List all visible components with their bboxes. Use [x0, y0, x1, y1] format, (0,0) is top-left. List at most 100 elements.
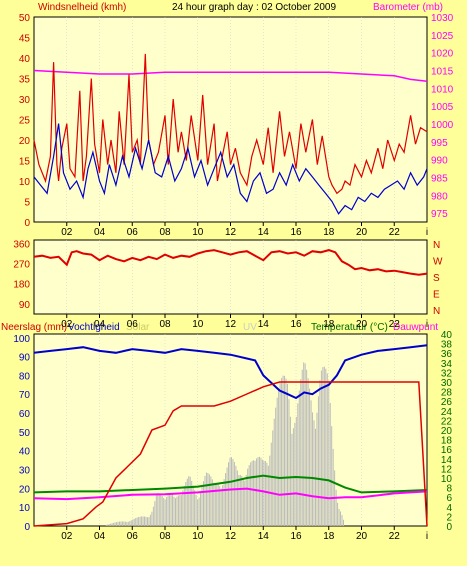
x-tick-label: 04 — [94, 319, 106, 330]
y2-tick-label: 40 — [441, 330, 453, 341]
y2-tick-label: 980 — [431, 191, 448, 202]
compass-label: E — [433, 290, 440, 301]
barometer-title: Barometer (mb) — [373, 2, 443, 13]
y-tick-label: 360 — [13, 239, 30, 250]
y-tick-label: 180 — [13, 280, 30, 291]
y-tick-label: 45 — [19, 34, 31, 45]
y2-tick-label: 28 — [441, 388, 453, 399]
compass-label: W — [433, 257, 443, 268]
x-end-marker: i — [426, 319, 428, 330]
x-tick-label: 06 — [127, 319, 139, 330]
x-end-marker: i — [426, 227, 428, 238]
y2-tick-label: 4 — [446, 503, 452, 514]
uv-title: UV — [243, 322, 257, 333]
y2-tick-label: 20 — [441, 426, 453, 437]
x-tick-label: 10 — [192, 531, 204, 542]
y2-tick-label: 36 — [441, 349, 453, 360]
y-tick-label: 50 — [19, 13, 31, 24]
y-tick-label: 40 — [19, 447, 31, 458]
y-tick-label: 10 — [19, 503, 31, 514]
x-tick-label: 14 — [258, 319, 270, 330]
y2-tick-label: 16 — [441, 445, 453, 456]
y-tick-label: 80 — [19, 371, 31, 382]
x-tick-label: 18 — [323, 227, 335, 238]
y-tick-label: 90 — [19, 353, 31, 364]
y-tick-label: 15 — [19, 157, 31, 168]
y2-tick-label: 1005 — [431, 102, 454, 113]
x-tick-label: 22 — [389, 319, 401, 330]
x-tick-label: 10 — [192, 227, 204, 238]
x-tick-label: 02 — [61, 531, 73, 542]
humidity-title: Vochtigheid — [68, 322, 120, 333]
y2-tick-label: 1030 — [431, 13, 454, 24]
y2-tick-label: 985 — [431, 173, 448, 184]
x-tick-label: 14 — [258, 227, 270, 238]
dewpoint-line — [33, 487, 428, 501]
y-tick-label: 30 — [19, 466, 31, 477]
x-end-marker: i — [426, 531, 428, 542]
y2-tick-label: 22 — [441, 416, 453, 427]
y2-tick-label: 995 — [431, 138, 448, 149]
y-tick-label: 20 — [19, 484, 31, 495]
y2-tick-label: 34 — [441, 359, 453, 370]
y-tick-label: 30 — [19, 95, 31, 106]
x-tick-label: 08 — [159, 227, 171, 238]
y2-tick-label: 1000 — [431, 120, 454, 131]
y-tick-label: 5 — [24, 198, 30, 209]
y2-tick-label: 24 — [441, 407, 453, 418]
y-tick-label: 50 — [19, 428, 31, 439]
wind-average-line — [33, 123, 428, 215]
y-tick-label: 35 — [19, 75, 31, 86]
wind-speed-line — [33, 53, 428, 195]
wind-speed-title: Windsnelheid (kmh) — [38, 2, 126, 13]
x-tick-label: 12 — [225, 319, 237, 330]
y2-tick-label: 14 — [441, 455, 453, 466]
y-tick-label: 0 — [24, 522, 30, 533]
y2-tick-label: 32 — [441, 368, 453, 379]
compass-label: S — [433, 273, 440, 284]
y2-tick-label: 1015 — [431, 66, 454, 77]
y2-tick-label: 990 — [431, 156, 448, 167]
x-tick-label: 08 — [159, 531, 171, 542]
y2-tick-label: 10 — [441, 474, 453, 485]
dewpoint-title: Dauwpunt — [393, 322, 438, 333]
y2-tick-label: 26 — [441, 397, 453, 408]
y2-tick-label: 975 — [431, 209, 448, 220]
x-tick-label: 06 — [127, 227, 139, 238]
rain-line — [33, 381, 428, 527]
barometer-line — [33, 69, 428, 82]
y2-tick-label: 18 — [441, 436, 453, 447]
y-tick-label: 10 — [19, 177, 31, 188]
y2-tick-label: 8 — [446, 484, 452, 495]
y2-tick-label: 1010 — [431, 84, 454, 95]
x-tick-label: 20 — [356, 531, 368, 542]
x-tick-label: 02 — [61, 227, 73, 238]
y-tick-label: 60 — [19, 409, 31, 420]
x-tick-label: 04 — [94, 531, 106, 542]
x-tick-label: 16 — [290, 227, 302, 238]
x-tick-label: 08 — [159, 319, 171, 330]
x-tick-label: 04 — [94, 227, 106, 238]
y-tick-label: 20 — [19, 136, 31, 147]
y2-tick-label: 0 — [446, 522, 452, 533]
y2-tick-label: 1025 — [431, 31, 454, 42]
y-tick-label: 100 — [13, 334, 30, 345]
chart-title: 24 hour graph day : 02 October 2009 — [172, 2, 336, 13]
y-tick-label: 270 — [13, 260, 30, 271]
x-tick-label: 22 — [389, 227, 401, 238]
x-tick-label: 16 — [290, 531, 302, 542]
y2-tick-label: 2 — [446, 512, 452, 523]
x-tick-label: 18 — [323, 319, 335, 330]
solar-title: Solar — [126, 322, 150, 333]
temperature-line — [33, 474, 428, 494]
x-tick-label: 14 — [258, 531, 270, 542]
compass-label: N — [433, 240, 440, 251]
x-tick-label: 06 — [127, 531, 139, 542]
x-tick-label: 20 — [356, 227, 368, 238]
x-tick-label: 18 — [323, 531, 335, 542]
y2-tick-label: 30 — [441, 378, 453, 389]
x-tick-label: 16 — [290, 319, 302, 330]
y2-tick-label: 12 — [441, 464, 453, 475]
x-tick-label: 12 — [225, 531, 237, 542]
